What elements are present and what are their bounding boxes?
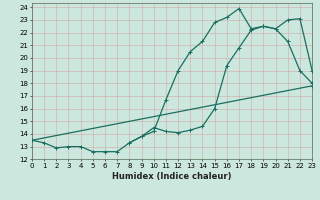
X-axis label: Humidex (Indice chaleur): Humidex (Indice chaleur): [112, 172, 232, 181]
